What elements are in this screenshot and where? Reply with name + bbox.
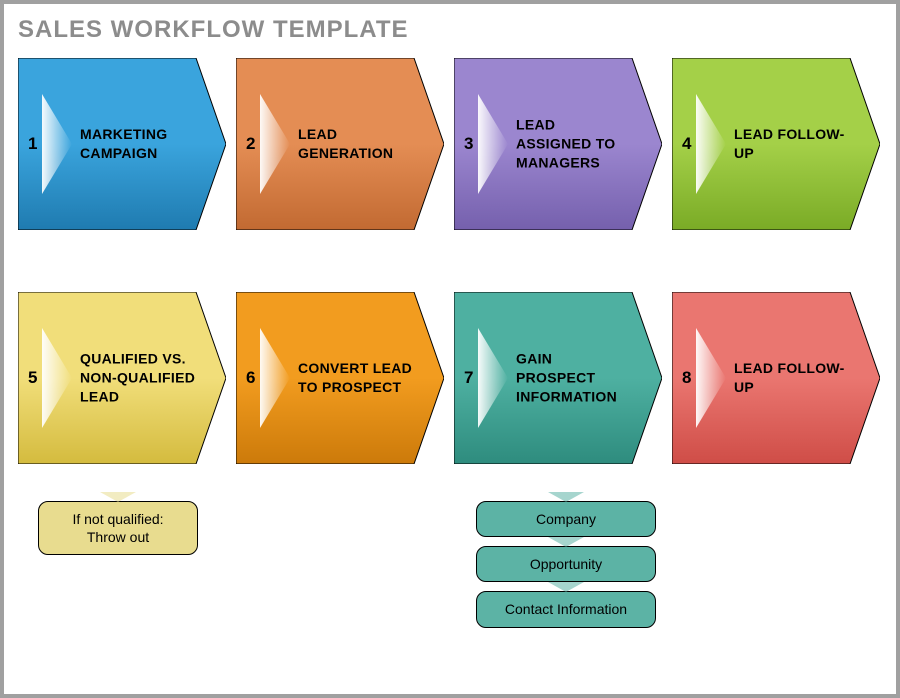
workflow-step-1: 1 MARKETING CAMPAIGN (18, 58, 226, 230)
sub-item: Opportunity (476, 546, 656, 582)
sub-item: Contact Information (476, 591, 656, 627)
step-label: MARKETING CAMPAIGN (80, 125, 198, 163)
chevron-down-icon (100, 492, 136, 502)
step-number: 3 (464, 134, 473, 154)
chevron-down-icon (548, 537, 584, 547)
page-title: SALES WORKFLOW TEMPLATE (18, 16, 882, 44)
step-label: CONVERT LEAD TO PROSPECT (298, 359, 416, 397)
step-label: QUALIFIED VS. NON-QUALIFIED LEAD (80, 350, 198, 407)
step-rows: 1 MARKETING CAMPAIGN 2 LEAD GENERATION (18, 58, 882, 464)
step-number: 7 (464, 368, 473, 388)
workflow-step-7: 7 GAIN PROSPECT INFORMATION (454, 292, 662, 464)
step-number: 4 (682, 134, 691, 154)
row-2: 5 QUALIFIED VS. NON-QUALIFIED LEAD 6 CONVE… (18, 292, 882, 464)
step-label: LEAD GENERATION (298, 125, 416, 163)
step-number: 8 (682, 368, 691, 388)
sub-item: Company (476, 501, 656, 537)
row-1: 1 MARKETING CAMPAIGN 2 LEAD GENERATION (18, 58, 882, 230)
step-number: 5 (28, 368, 37, 388)
step-number: 1 (28, 134, 37, 154)
workflow-step-2: 2 LEAD GENERATION (236, 58, 444, 230)
workflow-frame: SALES WORKFLOW TEMPLATE 1 MARKETING CAMPA… (0, 0, 900, 698)
workflow-step-8: 8 LEAD FOLLOW-UP (672, 292, 880, 464)
step-number: 2 (246, 134, 255, 154)
step-label: LEAD FOLLOW-UP (734, 359, 852, 397)
workflow-step-5: 5 QUALIFIED VS. NON-QUALIFIED LEAD (18, 292, 226, 464)
workflow-step-3: 3 LEAD ASSIGNED TO MANAGERS (454, 58, 662, 230)
step-label: LEAD ASSIGNED TO MANAGERS (516, 116, 634, 173)
substeps-step5: If not qualified: Throw out (38, 492, 198, 555)
step-label: GAIN PROSPECT INFORMATION (516, 350, 634, 407)
step-label: LEAD FOLLOW-UP (734, 125, 852, 163)
chevron-down-icon (548, 582, 584, 592)
sub-item: If not qualified: Throw out (38, 501, 198, 555)
substeps-step7: Company Opportunity Contact Information (476, 492, 656, 628)
workflow-step-6: 6 CONVERT LEAD TO PROSPECT (236, 292, 444, 464)
workflow-step-4: 4 LEAD FOLLOW-UP (672, 58, 880, 230)
step-number: 6 (246, 368, 255, 388)
chevron-down-icon (548, 492, 584, 502)
